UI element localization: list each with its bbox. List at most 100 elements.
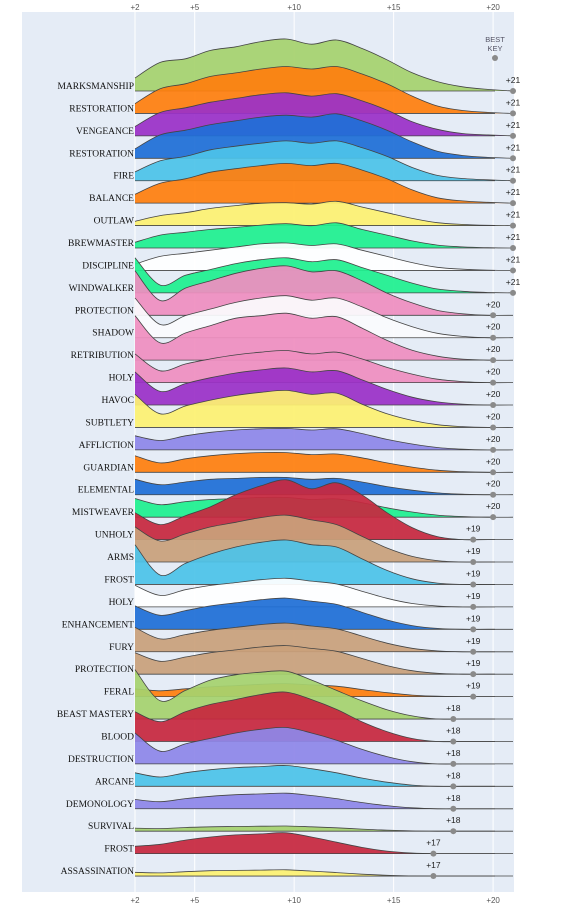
best-key-marker xyxy=(470,581,477,588)
best-key-marker xyxy=(510,88,516,94)
ridge-outline xyxy=(134,140,514,182)
best-key-label: +18 xyxy=(446,703,461,713)
spec-label: PROTECTION xyxy=(75,665,134,675)
spec-label: HOLY xyxy=(109,598,135,608)
best-key-label: +20 xyxy=(486,411,501,421)
spec-label: BEAST MASTERY xyxy=(57,710,134,720)
ridge-arcane xyxy=(134,765,513,787)
best-key-label: +19 xyxy=(466,591,481,601)
ridge-outline xyxy=(134,312,514,361)
spec-label: FROST xyxy=(104,845,134,855)
best-key-label: +20 xyxy=(486,501,501,511)
ridge-outline xyxy=(134,65,514,114)
ridge-area xyxy=(135,869,513,877)
spec-label: DESTRUCTION xyxy=(68,755,134,765)
ridge-outline xyxy=(134,265,514,316)
ridge-area xyxy=(135,645,513,675)
ridge-area xyxy=(135,765,513,787)
ridge-outline xyxy=(134,222,514,249)
best-key-marker xyxy=(490,312,497,319)
spec-label: GUARDIAN xyxy=(83,463,134,473)
best-key-marker xyxy=(450,783,457,790)
best-key-marker xyxy=(430,850,437,857)
legend: BEST KEY xyxy=(485,35,505,61)
best-key-label: +21 xyxy=(506,120,521,130)
ridge-outline xyxy=(134,350,514,384)
ridge-area xyxy=(135,793,513,809)
legend-label-line1: BEST xyxy=(485,35,505,44)
best-key-label: +21 xyxy=(506,97,521,107)
best-key-label: +20 xyxy=(486,479,501,489)
ridge-outline xyxy=(134,242,514,271)
ridge-area xyxy=(135,598,513,630)
ridge-outline xyxy=(134,514,513,563)
spec-label: UNHOLY xyxy=(95,531,134,541)
ridge-area xyxy=(135,222,513,249)
spec-label: DEMONOLOGY xyxy=(66,800,134,810)
spec-label: BLOOD xyxy=(101,732,134,742)
ridge-area xyxy=(135,727,513,765)
ridge-area xyxy=(135,367,513,406)
best-key-label: +20 xyxy=(486,456,501,466)
top-tick-label: +5 xyxy=(190,3,200,12)
ridge-outline xyxy=(134,479,513,541)
spec-label: FERAL xyxy=(104,688,134,698)
best-key-marker xyxy=(470,626,477,633)
ridge-affliction xyxy=(134,427,514,451)
spec-label: ENHANCEMENT xyxy=(62,620,134,630)
legend-marker xyxy=(492,55,498,61)
ridge-outline xyxy=(134,92,514,137)
ridge-outline xyxy=(134,367,514,406)
spec-label: RESTORATION xyxy=(69,104,134,114)
best-key-label: +17 xyxy=(426,838,441,848)
top-axis-ticks: +2 +5 +10 +15 +20 xyxy=(130,3,500,12)
best-key-marker xyxy=(490,514,497,521)
best-key-label: +20 xyxy=(486,389,501,399)
ridge-outline xyxy=(134,295,514,339)
bottom-tick-label: +15 xyxy=(387,896,401,905)
ridge-area xyxy=(135,242,513,271)
best-key-label: +21 xyxy=(506,210,521,220)
best-key-label: +19 xyxy=(466,681,481,691)
spec-label: MISTWEAVER xyxy=(72,508,135,518)
best-key-label: +17 xyxy=(426,860,441,870)
spec-label: MARKSMANSHIP xyxy=(57,82,134,92)
best-key-marker xyxy=(470,536,477,543)
best-key-marker xyxy=(510,132,516,139)
best-key-label: +18 xyxy=(446,770,461,780)
best-key-marker xyxy=(510,245,516,252)
spec-label: SHADOW xyxy=(92,329,134,339)
best-key-label: +20 xyxy=(486,299,501,309)
best-key-label: +19 xyxy=(466,524,481,534)
best-key-marker xyxy=(490,357,497,364)
best-key-label: +19 xyxy=(466,636,481,646)
spec-label: OUTLAW xyxy=(94,217,134,227)
spec-label: HOLY xyxy=(109,374,135,384)
best-key-label: +21 xyxy=(506,232,521,242)
best-key-marker xyxy=(450,738,457,745)
best-key-marker xyxy=(510,177,516,184)
top-tick-label: +2 xyxy=(130,3,140,12)
best-key-marker xyxy=(510,200,516,207)
ridge-outline xyxy=(134,427,514,451)
ridge-area xyxy=(135,452,513,473)
best-key-marker xyxy=(510,289,516,296)
ridge-area xyxy=(135,623,513,652)
ridge-demonology xyxy=(134,792,513,810)
spec-label: FIRE xyxy=(113,172,134,182)
ridge-area xyxy=(135,390,513,428)
best-key-label: +21 xyxy=(506,75,521,85)
best-key-label: +21 xyxy=(506,187,521,197)
best-key-marker xyxy=(490,469,497,476)
best-key-label: +20 xyxy=(486,434,501,444)
spec-label: VENGEANCE xyxy=(76,127,134,137)
spec-label: BALANCE xyxy=(89,194,134,204)
bottom-axis-ticks: +2 +5 +10 +15 +20 xyxy=(130,896,500,905)
ridge-survival xyxy=(134,825,513,832)
spec-label: HAVOC xyxy=(101,396,134,406)
best-key-marker xyxy=(470,648,477,655)
spec-label: RETRIBUTION xyxy=(71,351,134,361)
ridge-subtlety xyxy=(134,389,514,428)
best-key-markers: +21 +21 +21 +21 +21 +21 +21 +21 +21 +21 +20 +20 +20 +… xyxy=(426,75,521,880)
